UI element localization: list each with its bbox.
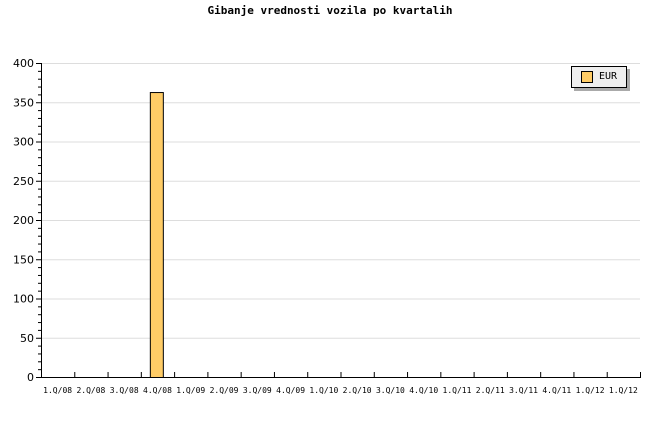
x-tick-label: 2.Q/08 bbox=[76, 386, 105, 395]
x-tick-label: 4.Q/10 bbox=[409, 386, 438, 395]
y-tick-label: 200 bbox=[13, 214, 34, 227]
legend-label: EUR bbox=[599, 71, 618, 82]
x-tick-label: 1.Q/10 bbox=[309, 386, 338, 395]
x-tick-label: 1.Q/08 bbox=[43, 386, 72, 395]
x-tick-label: 2.Q/10 bbox=[343, 386, 372, 395]
x-tick-label: 4.Q/11 bbox=[542, 386, 571, 395]
x-tick-label: 2.Q/11 bbox=[476, 386, 505, 395]
x-tick-label: 1.Q/09 bbox=[176, 386, 205, 395]
x-tick-label: 4.Q/09 bbox=[276, 386, 305, 395]
chart-title: Gibanje vrednosti vozila po kvartalih bbox=[207, 4, 453, 17]
y-tick-label: 0 bbox=[27, 371, 34, 384]
y-tick-label: 300 bbox=[13, 136, 34, 149]
y-tick-label: 100 bbox=[13, 293, 34, 306]
legend: EUR bbox=[571, 66, 627, 88]
x-tick-label: 1.Q/12 bbox=[609, 386, 638, 395]
x-tick-label: 3.Q/08 bbox=[110, 386, 139, 395]
x-tick-label: 3.Q/11 bbox=[509, 386, 538, 395]
legend-swatch bbox=[581, 71, 593, 83]
y-tick-label: 350 bbox=[13, 96, 34, 109]
y-tick-label: 250 bbox=[13, 175, 34, 188]
x-tick-label: 1.Q/12 bbox=[576, 386, 605, 395]
x-tick-label: 4.Q/08 bbox=[143, 386, 172, 395]
bar bbox=[149, 92, 164, 378]
x-tick-label: 3.Q/10 bbox=[376, 386, 405, 395]
y-tick-label: 400 bbox=[13, 57, 34, 70]
x-tick-label: 2.Q/09 bbox=[210, 386, 239, 395]
x-tick-label: 1.Q/11 bbox=[443, 386, 472, 395]
x-tick-label: 3.Q/09 bbox=[243, 386, 272, 395]
y-tick-label: 150 bbox=[13, 253, 34, 266]
y-tick-label: 50 bbox=[20, 332, 34, 345]
